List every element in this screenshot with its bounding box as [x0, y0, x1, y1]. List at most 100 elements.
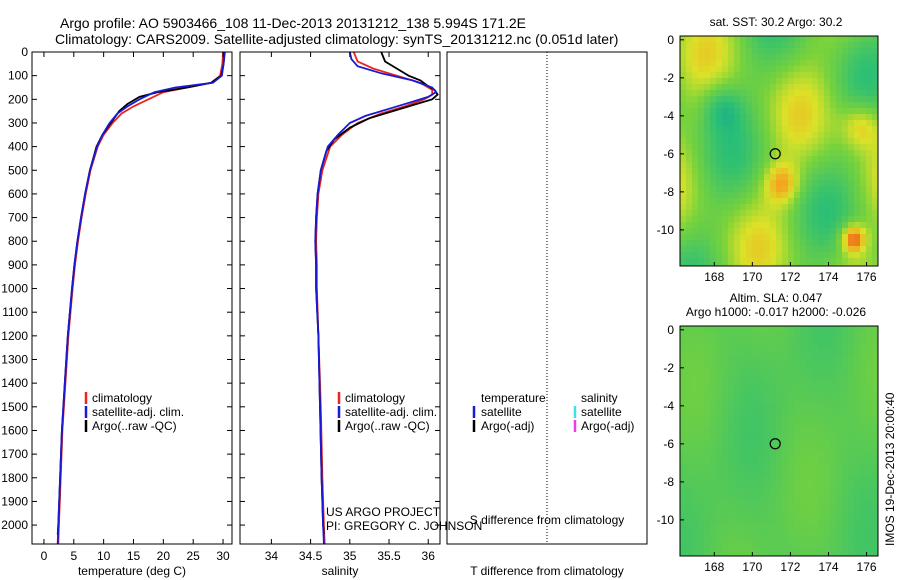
sst-map-cell: [788, 144, 794, 150]
sst-map-cell: [716, 186, 722, 192]
sla-map-cell: [818, 458, 824, 464]
pressure-tick-label: 1600: [1, 423, 28, 437]
sst-map-cell: [860, 120, 866, 126]
sla-map-cell: [764, 410, 770, 416]
sla-map-cell: [866, 344, 872, 350]
sla-map-cell: [806, 392, 812, 398]
sla-map-cell: [746, 488, 752, 494]
sla-map-cell: [722, 380, 728, 386]
sst-map-cell: [782, 222, 788, 228]
sst-map-cell: [812, 264, 818, 266]
salinity-xlabel: salinity: [322, 564, 359, 578]
sst-map-cell: [758, 264, 764, 266]
sla-map-cell: [776, 512, 782, 518]
sst-map-cell: [686, 60, 692, 66]
sla-map-cell: [818, 374, 824, 380]
sst-map-cell: [710, 222, 716, 228]
sst-map-cell: [746, 168, 752, 174]
sst-map-cell: [848, 120, 854, 126]
sla-map-cell: [818, 482, 824, 488]
sla-map-cell: [692, 332, 698, 338]
sst-map-cell: [824, 84, 830, 90]
sla-map-cell: [824, 362, 830, 368]
sst-map-cell: [710, 258, 716, 264]
sla-map-cell: [770, 338, 776, 344]
sla-map-cell: [698, 422, 704, 428]
sla-map-cell: [770, 500, 776, 506]
sla-map-cell: [746, 458, 752, 464]
sst-map-cell: [860, 84, 866, 90]
sst-map-cell: [818, 150, 824, 156]
sst-map-cell: [812, 84, 818, 90]
sst-map-cell: [770, 108, 776, 114]
sst-map-cell: [680, 264, 686, 266]
sst-map-cell: [728, 78, 734, 84]
sla-map-cell: [686, 512, 692, 518]
sla-map-cell: [722, 488, 728, 494]
sla-map-cell: [764, 548, 770, 554]
sst-map-cell: [836, 84, 842, 90]
sla-map-cell: [848, 386, 854, 392]
sst-map-cell: [692, 240, 698, 246]
sst-map-cell: [704, 210, 710, 216]
sst-map-cell: [812, 156, 818, 162]
sla-map-cell: [776, 440, 782, 446]
sla-map-cell: [824, 530, 830, 536]
sst-map-cell: [800, 174, 806, 180]
sla-map-cell: [836, 362, 842, 368]
sst-map-cell: [872, 48, 878, 54]
sst-map-cell: [686, 186, 692, 192]
sst-map-cell: [782, 108, 788, 114]
sst-map-cell: [800, 54, 806, 60]
sla-map-cell: [680, 518, 686, 524]
sla-map-cell: [740, 404, 746, 410]
sst-map-cell: [698, 150, 704, 156]
salinity-xtick-label: 35.5: [377, 549, 401, 563]
sla-map-cell: [806, 362, 812, 368]
sla-map-cell: [710, 422, 716, 428]
sla-map-cell: [860, 410, 866, 416]
sla-map-cell: [854, 482, 860, 488]
sst-map-cell: [740, 78, 746, 84]
sst-map-cell: [728, 258, 734, 264]
sst-map-cell: [782, 180, 788, 186]
sla-map-cell: [806, 452, 812, 458]
sla-map-cell: [854, 404, 860, 410]
sla-map-cell: [776, 506, 782, 512]
sst-map-cell: [758, 174, 764, 180]
sla-map-cell: [848, 410, 854, 416]
sst-map-cell: [680, 228, 686, 234]
sla-map-cell: [830, 416, 836, 422]
sla-map-cell: [704, 434, 710, 440]
sst-map-cell: [758, 96, 764, 102]
sla-map-cell: [794, 518, 800, 524]
salinity-series-climatology: [315, 51, 434, 545]
sla-map-cell: [800, 344, 806, 350]
sst-map-cell: [806, 204, 812, 210]
sla-map-cell: [764, 380, 770, 386]
sla-map-cell: [794, 386, 800, 392]
sla-map-cell: [842, 356, 848, 362]
sla-map-cell: [800, 488, 806, 494]
sla-map-cell: [710, 530, 716, 536]
sst-map-cell: [824, 252, 830, 258]
sst-map-cell: [734, 162, 740, 168]
sla-map-cell: [704, 440, 710, 446]
sla-map-cell: [848, 404, 854, 410]
sst-map-cell: [800, 198, 806, 204]
sst-map-cell: [704, 258, 710, 264]
sst-map-cell: [692, 204, 698, 210]
sla-map-cell: [692, 416, 698, 422]
sla-map-cell: [812, 506, 818, 512]
sst-map-cell: [764, 222, 770, 228]
sla-map-cell: [860, 356, 866, 362]
sst-map-cell: [716, 240, 722, 246]
sst-map-cell: [698, 66, 704, 72]
sla-map-cell: [800, 452, 806, 458]
sla-map-cell: [812, 518, 818, 524]
sla-map-cell: [734, 332, 740, 338]
sla-map-cell: [848, 356, 854, 362]
sla-map-cell: [734, 386, 740, 392]
sla-map-cell: [824, 374, 830, 380]
